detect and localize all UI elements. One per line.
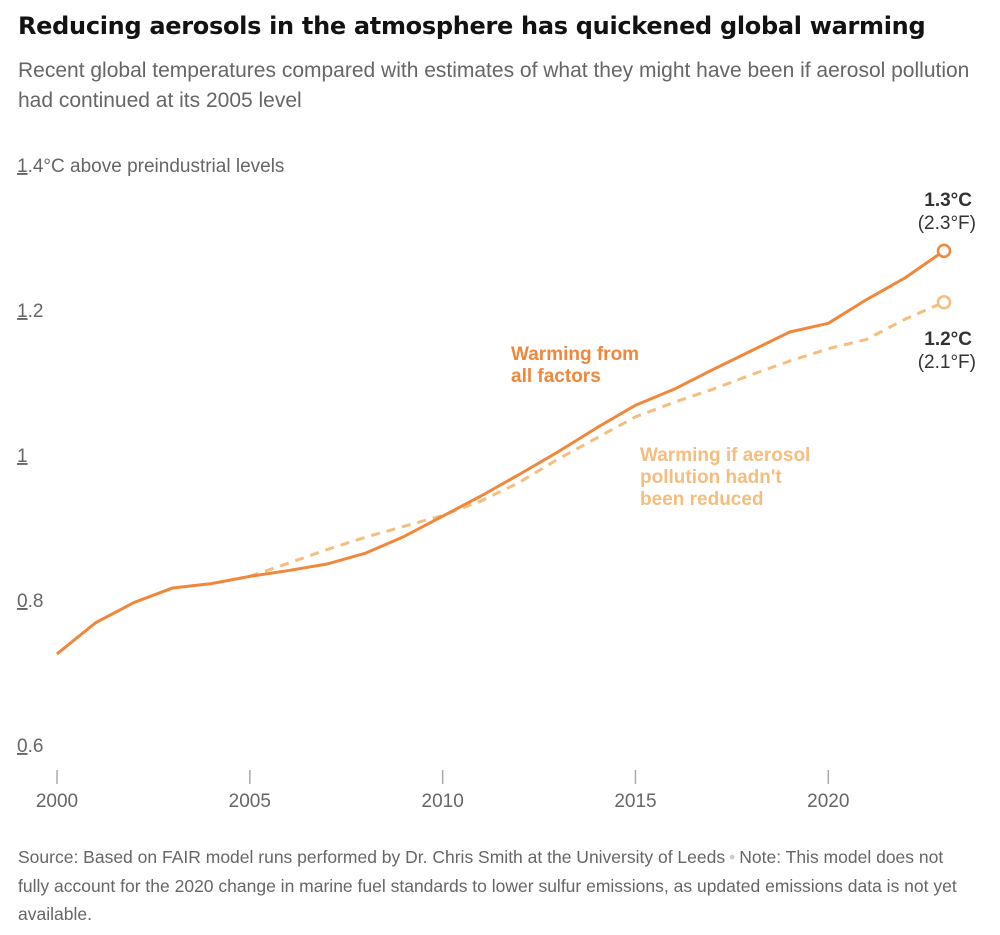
y-tick-label-first-char: 0 bbox=[17, 736, 28, 757]
y-tick-label: 1 bbox=[17, 446, 28, 467]
series-layer bbox=[56, 243, 952, 656]
note-text: Note: This model does not fully account … bbox=[18, 847, 957, 924]
separator-dot: • bbox=[729, 847, 736, 867]
series-label-all-factors-line: Warming from bbox=[511, 344, 639, 365]
series-line-no-reduction bbox=[249, 300, 945, 578]
source-note: Source: Based on FAIR model runs perform… bbox=[18, 843, 958, 929]
y-tick-label: 0.8 bbox=[17, 591, 43, 612]
source-text: Source: Based on FAIR model runs perform… bbox=[18, 847, 726, 867]
y-axis-layer: 0.60.811.21.4°C above preindustrial leve… bbox=[17, 156, 284, 757]
series-label-no-reduction-line: Warming if aerosol bbox=[640, 445, 810, 466]
series-label-all-factors: Warming from all factors bbox=[511, 344, 639, 387]
y-tick-label-first-char: 1 bbox=[17, 301, 28, 322]
series-label-no-reduction-line: pollution hadn't bbox=[640, 467, 782, 488]
chart-subtitle: Recent global temperatures compared with… bbox=[18, 59, 970, 112]
y-tick-label: 0.6 bbox=[17, 736, 43, 757]
x-tick-label: 2015 bbox=[614, 791, 656, 812]
chart-title: Reducing aerosols in the atmosphere has … bbox=[18, 12, 926, 40]
series-line-all-factors bbox=[56, 249, 945, 656]
end-label-no-reduction-fahrenheit: (2.1°F) bbox=[918, 352, 976, 373]
y-tick-label-rest: .2 bbox=[28, 301, 44, 322]
y-tick-label-rest: .8 bbox=[28, 591, 44, 612]
end-label-all-factors-fahrenheit: (2.3°F) bbox=[918, 213, 976, 234]
x-tick-label: 2005 bbox=[229, 791, 271, 812]
y-tick-label-rest: .4°C above preindustrial levels bbox=[28, 156, 285, 177]
y-tick-label-rest: .6 bbox=[28, 736, 44, 757]
y-tick-label-first-char: 0 bbox=[17, 591, 28, 612]
y-tick-label-first-char: 1 bbox=[17, 446, 28, 467]
end-marker-no-reduction bbox=[936, 295, 952, 310]
x-axis-layer: 2000 2005 2010 2015 2020 bbox=[36, 770, 849, 812]
y-tick-label-first-char: 1 bbox=[17, 156, 28, 177]
series-label-all-factors-line: all factors bbox=[511, 366, 601, 387]
x-tick-label: 2000 bbox=[36, 791, 78, 812]
end-label-all-factors-celsius: 1.3°C bbox=[924, 190, 972, 211]
y-tick-label: 1.4°C above preindustrial levels bbox=[17, 156, 284, 177]
x-tick-label: 2020 bbox=[807, 791, 849, 812]
end-marker-all-factors bbox=[936, 243, 952, 259]
y-tick-label: 1.2 bbox=[17, 301, 43, 322]
x-tick-label: 2010 bbox=[422, 791, 464, 812]
series-label-no-reduction: Warming if aerosol pollution hadn't been r… bbox=[640, 445, 810, 510]
series-label-no-reduction-line: been reduced bbox=[640, 489, 764, 510]
labels-layer: Warming from all factors Warming if aeroso… bbox=[511, 190, 976, 510]
end-label-no-reduction-celsius: 1.2°C bbox=[924, 329, 972, 350]
